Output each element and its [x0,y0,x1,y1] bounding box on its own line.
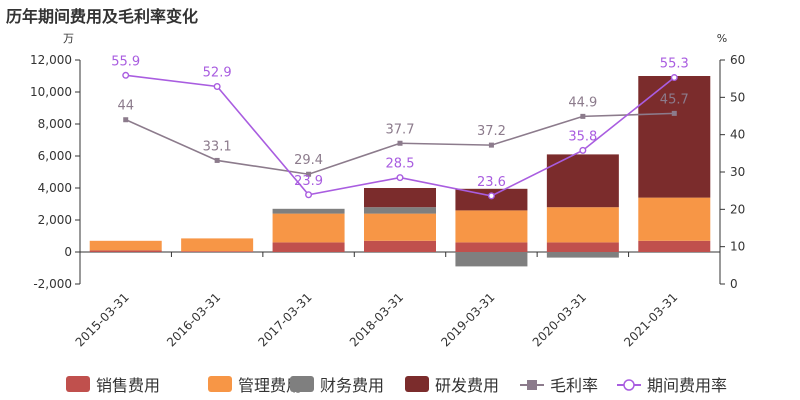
data-label: 23.6 [477,175,506,190]
x-tick-label: 2020-03-31 [530,290,589,349]
line-point [579,146,587,154]
bar [546,242,619,252]
legend-label: 期间费用率 [647,376,727,395]
y-right-tick-label: 40 [730,128,745,142]
bar [364,213,436,241]
line-point [671,110,677,116]
data-label: 44 [117,99,134,114]
y-right-tick-label: 10 [730,240,745,254]
line-point [396,174,404,182]
bar [455,210,528,243]
legend-label: 毛利率 [550,376,598,395]
data-label: 33.1 [203,139,232,154]
bar [272,208,345,214]
data-label: 44.9 [568,95,597,110]
data-label: 52.9 [203,66,232,81]
legend-swatch-marker [527,380,537,390]
y-left-tick-label: 10,000 [30,85,72,99]
line-series [122,71,678,200]
line-point [397,140,403,146]
line-point [123,117,129,123]
data-labels: 44 33.1 29.4 37.7 37.2 44.9 45.7 55.9 52.9 23.9 28… [111,54,689,190]
x-tick-label: 2018-03-31 [347,290,406,349]
legend-label: 销售费用 [96,376,160,395]
x-tick-label: 2021-03-31 [621,290,680,349]
y-right-tick-label: 0 [730,277,738,291]
data-label: 45.7 [660,92,689,107]
bar [89,250,162,252]
data-label: 37.2 [477,124,506,139]
y-left-tick-label: 8,000 [38,117,72,131]
line-point [306,171,312,177]
bar [181,238,254,252]
bar [181,251,254,252]
line-point [488,142,494,148]
x-tick-label: 2015-03-31 [73,290,132,349]
y-axis-left-unit: 万 [63,32,74,45]
line-point [670,74,678,82]
bar [364,240,436,252]
chart-title: 历年期间费用及毛利率变化 [6,7,199,26]
bar [546,252,619,258]
data-label: 28.5 [386,157,415,172]
bar [455,242,528,252]
legend-swatch [405,376,429,392]
bar [638,240,711,252]
data-label: 55.3 [660,57,689,72]
y-right-tick-label: 60 [730,53,745,67]
data-label: 55.9 [111,54,140,69]
legend-label: 财务费用 [320,376,384,395]
bar [455,252,528,267]
x-tick-label: 2017-03-31 [255,290,314,349]
bar [546,207,619,243]
line-point [487,192,495,200]
legend-label: 管理费用 [238,376,302,395]
x-tick-label: 2016-03-31 [164,290,223,349]
bar [272,213,345,243]
legend-swatch-marker [623,379,635,391]
data-label: 37.7 [386,122,415,137]
bar [455,188,528,211]
line-point [213,83,221,91]
y-left-tick-label: 2,000 [38,213,72,227]
y-axis-right-unit: % [717,32,727,45]
y-right-tick-label: 20 [730,202,745,216]
data-label: 23.9 [294,174,323,189]
y-left-tick-label: 12,000 [30,53,72,67]
bar [272,242,345,252]
line-point [305,191,313,199]
y-left-tick-label: 4,000 [38,181,72,195]
y-left-tick-label: 6,000 [38,149,72,163]
data-label: 35.8 [568,129,597,144]
line-point [580,113,586,119]
legend-swatch [290,376,314,392]
y-right-tick-label: 50 [730,90,745,104]
legend-swatch [208,376,232,392]
bar [546,154,619,208]
legend: 销售费用 管理费用 财务费用 研发费用 毛利率 期间费用率 [66,376,727,395]
legend-label: 研发费用 [435,376,499,395]
bar [364,188,436,208]
y-right-tick-label: 30 [730,165,745,179]
x-tick-label: 2019-03-31 [438,290,497,349]
line-point [122,71,130,79]
bar [638,197,711,241]
bar [364,207,436,214]
line-point [214,157,220,163]
legend-swatch [66,376,90,392]
data-label: 29.4 [294,153,323,168]
y-left-tick-label: 0 [64,245,72,259]
bar [89,240,162,251]
y-left-tick-label: -2,000 [33,277,72,291]
